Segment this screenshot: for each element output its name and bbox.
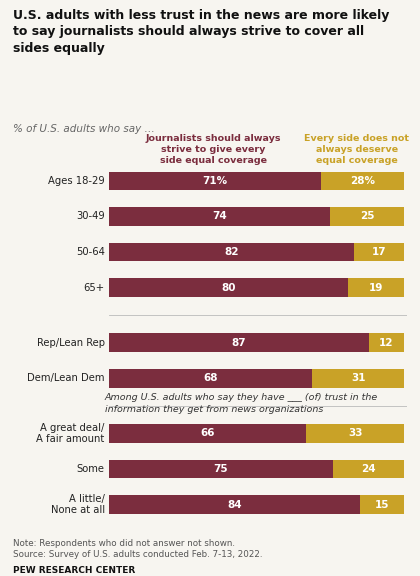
Text: % of U.S. adults who say …: % of U.S. adults who say … <box>13 124 155 134</box>
Bar <box>109 207 330 226</box>
Bar <box>109 369 312 388</box>
Text: 80: 80 <box>221 283 236 293</box>
Text: 71%: 71% <box>202 176 228 186</box>
Text: 87: 87 <box>231 338 246 348</box>
Text: U.S. adults with less trust in the news are more likely
to say journalists shoul: U.S. adults with less trust in the news … <box>13 9 389 55</box>
Text: 33: 33 <box>348 429 362 438</box>
Bar <box>348 278 404 297</box>
Bar <box>109 424 306 443</box>
Text: 28%: 28% <box>350 176 375 186</box>
Text: A little/
None at all: A little/ None at all <box>50 494 105 516</box>
Text: Among U.S. adults who say they have ___ (of) trust in the
information they get f: Among U.S. adults who say they have ___ … <box>105 393 378 414</box>
Text: 66: 66 <box>200 429 215 438</box>
Bar <box>109 278 348 297</box>
Bar <box>109 334 369 352</box>
Bar <box>312 369 404 388</box>
Text: Every side does not
always deserve
equal coverage: Every side does not always deserve equal… <box>304 134 409 165</box>
Bar <box>369 334 404 352</box>
Text: 68: 68 <box>203 373 218 383</box>
Text: 12: 12 <box>379 338 394 348</box>
Text: 50-64: 50-64 <box>76 247 105 257</box>
Text: 75: 75 <box>214 464 228 474</box>
Bar <box>321 172 404 190</box>
Bar <box>109 172 321 190</box>
Bar <box>333 460 404 478</box>
Bar <box>354 242 404 262</box>
Text: 82: 82 <box>224 247 239 257</box>
Text: Journalists should always
strive to give every
side equal coverage: Journalists should always strive to give… <box>146 134 281 165</box>
Text: 65+: 65+ <box>84 283 105 293</box>
Text: PEW RESEARCH CENTER: PEW RESEARCH CENTER <box>13 566 135 575</box>
Text: Rep/Lean Rep: Rep/Lean Rep <box>37 338 105 348</box>
Text: 84: 84 <box>227 499 242 510</box>
Text: Ages 18-29: Ages 18-29 <box>48 176 105 186</box>
Text: 30-49: 30-49 <box>76 211 105 221</box>
Bar <box>360 495 404 514</box>
Text: 31: 31 <box>351 373 365 383</box>
Bar <box>306 424 404 443</box>
Text: Some: Some <box>77 464 105 474</box>
Text: A great deal/
A fair amount: A great deal/ A fair amount <box>37 423 105 444</box>
Text: Dem/Lean Dem: Dem/Lean Dem <box>27 373 105 383</box>
Text: 25: 25 <box>360 211 374 221</box>
Text: 15: 15 <box>375 499 389 510</box>
Text: 74: 74 <box>212 211 227 221</box>
Text: Note: Respondents who did not answer not shown.
Source: Survey of U.S. adults co: Note: Respondents who did not answer not… <box>13 539 262 559</box>
Text: 19: 19 <box>369 283 383 293</box>
Bar <box>109 495 360 514</box>
Bar <box>109 242 354 262</box>
Text: 24: 24 <box>361 464 376 474</box>
Bar <box>330 207 404 226</box>
Text: 17: 17 <box>372 247 386 257</box>
Bar <box>109 460 333 478</box>
